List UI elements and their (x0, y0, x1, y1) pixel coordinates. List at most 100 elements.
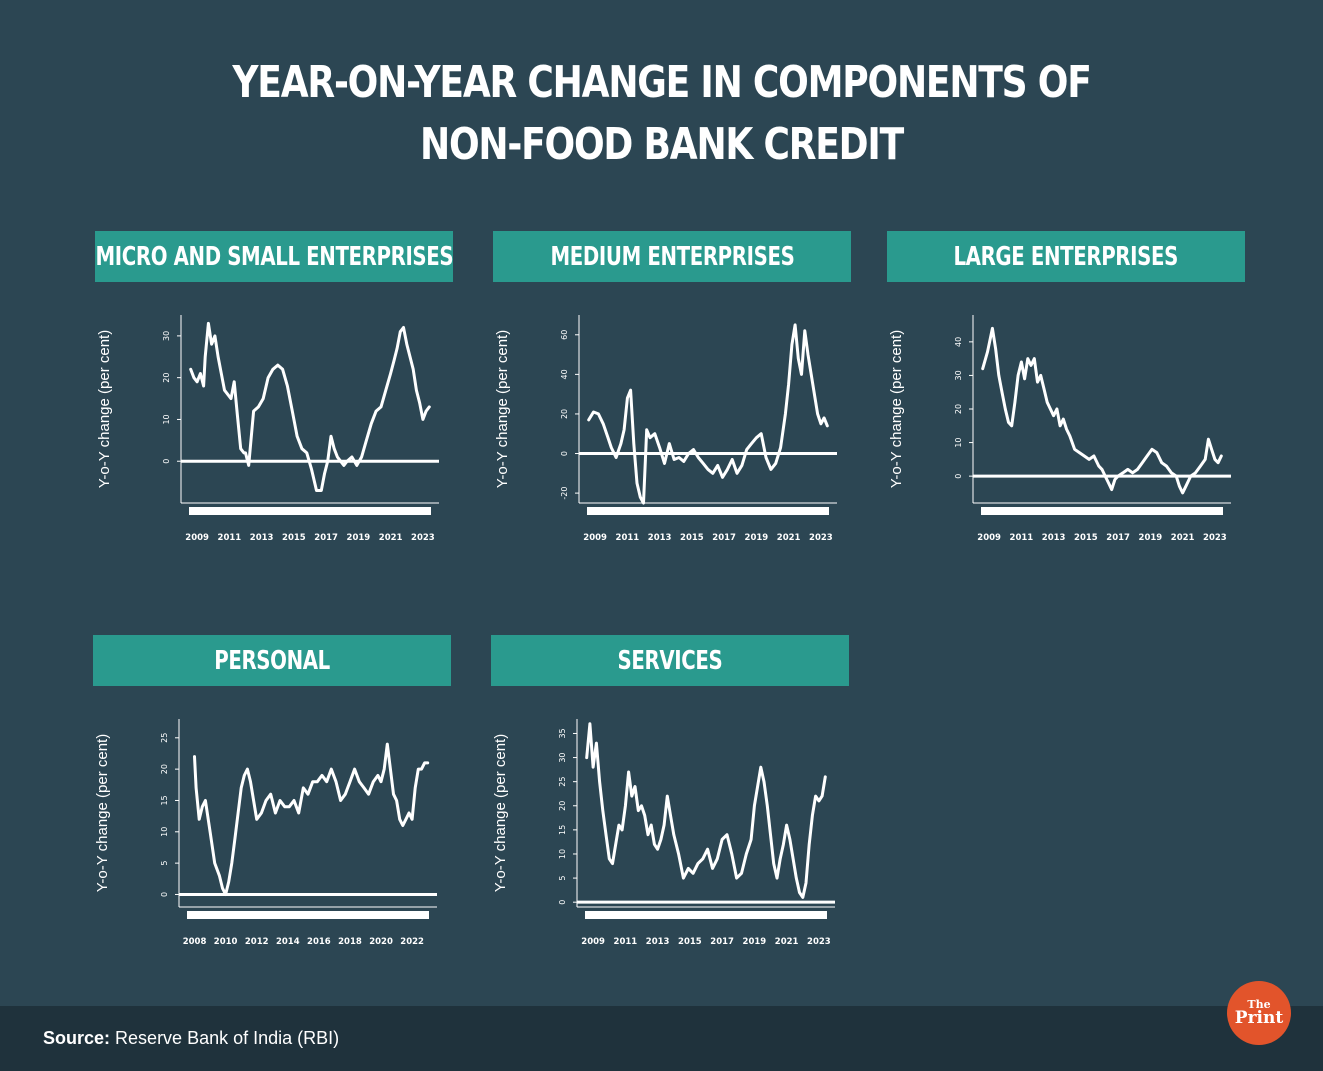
y-tick-label: 20 (160, 764, 169, 774)
x-tick-label: 2017 (710, 937, 734, 947)
title-line-2: NON-FOOD BANK CREDIT (420, 119, 904, 170)
series-line (587, 323, 829, 505)
x-tick-label: 2011 (218, 533, 242, 543)
y-axis-label: Y-o-Y change (per cent) (494, 330, 511, 488)
series-line (585, 722, 827, 899)
y-tick-label: 15 (160, 795, 169, 805)
y-tick-label: 10 (162, 414, 171, 424)
x-tick-label: 2015 (678, 937, 702, 947)
x-tick-label: 2016 (307, 937, 331, 947)
x-tick-label: 2017 (712, 533, 736, 543)
line-chart: Y-o-Y change (per cent) 0 10 20 30 40 2009 2011… (888, 315, 1231, 543)
x-tick-label: 2013 (1042, 533, 1066, 543)
panel-header: LARGE ENTERPRISES (887, 231, 1245, 282)
y-tick-label: 40 (954, 337, 963, 347)
x-axis-bar (585, 911, 827, 919)
y-tick-label: 0 (160, 892, 169, 897)
x-tick-label: 2009 (583, 533, 607, 543)
panel-micro-small: MICRO AND SMALL ENTERPRISES Y-o-Y change… (95, 231, 453, 551)
x-tick-label: 2023 (807, 937, 831, 947)
x-tick-label: 2012 (245, 937, 269, 947)
x-axis-bar (187, 911, 429, 919)
panel-header: PERSONAL (93, 635, 451, 686)
panel-title: SERVICES (617, 645, 723, 676)
y-tick-label: 20 (558, 801, 567, 811)
chart-title: YEAR-ON-YEAR CHANGE IN COMPONENTS OF NON-… (119, 52, 1204, 176)
y-tick-label: 30 (954, 370, 963, 380)
y-axis-label: Y-o-Y change (per cent) (888, 330, 905, 488)
x-tick-label: 2023 (411, 533, 435, 543)
x-tick-label: 2009 (977, 533, 1001, 543)
y-tick-label: 5 (160, 861, 169, 866)
panel-title: MICRO AND SMALL ENTERPRISES (95, 241, 453, 272)
y-tick-label: 5 (558, 876, 567, 881)
line-chart: Y-o-Y change (per cent) 0 5 10 15 20 25 30 35 200… (492, 719, 835, 947)
source-label: Source: (43, 1028, 111, 1048)
x-tick-label: 2023 (809, 533, 833, 543)
y-tick-label: -20 (560, 487, 569, 500)
y-tick-label: 10 (954, 437, 963, 447)
y-tick-label: 0 (954, 474, 963, 479)
y-tick-label: 0 (560, 451, 569, 456)
x-tick-label: 2013 (250, 533, 274, 543)
y-tick-label: 20 (954, 404, 963, 414)
line-chart: Y-o-Y change (per cent) 0 5 10 15 20 25 2008 201… (94, 719, 437, 947)
y-tick-label: 60 (560, 330, 569, 340)
x-tick-label: 2014 (276, 937, 300, 947)
panel-personal: PERSONAL Y-o-Y change (per cent) 0 5 10 15 20… (93, 635, 451, 955)
y-tick-label: 20 (560, 409, 569, 419)
x-tick-label: 2015 (1074, 533, 1098, 543)
x-tick-label: 2017 (1106, 533, 1130, 543)
x-axis-bar (587, 507, 829, 515)
x-tick-label: 2009 (581, 937, 605, 947)
x-tick-label: 2009 (185, 533, 209, 543)
y-tick-label: 20 (162, 373, 171, 383)
theprint-logo: The Print (1227, 981, 1291, 1045)
x-tick-label: 2022 (400, 937, 424, 947)
series-line (981, 326, 1223, 495)
x-tick-label: 2017 (314, 533, 338, 543)
y-axis-label: Y-o-Y change (per cent) (492, 734, 509, 892)
x-tick-label: 2011 (614, 937, 638, 947)
logo-print: Print (1234, 1008, 1284, 1028)
x-axis-bar (189, 507, 431, 515)
x-tick-label: 2011 (616, 533, 640, 543)
x-tick-label: 2020 (369, 937, 393, 947)
y-tick-label: 35 (558, 728, 567, 738)
x-tick-label: 2018 (338, 937, 362, 947)
x-tick-label: 2019 (1139, 533, 1163, 543)
panel-medium: MEDIUM ENTERPRISES Y-o-Y change (per cen… (493, 231, 851, 551)
series-line (193, 742, 430, 896)
x-tick-label: 2019 (347, 533, 371, 543)
y-tick-label: 15 (558, 825, 567, 835)
x-tick-label: 2021 (775, 937, 799, 947)
panel-title: LARGE ENTERPRISES (953, 241, 1179, 272)
footer: Source: Reserve Bank of India (RBI) (0, 1006, 1323, 1071)
panel-title: MEDIUM ENTERPRISES (550, 241, 794, 272)
logo-the: The (1247, 998, 1271, 1011)
panel-header: SERVICES (491, 635, 849, 686)
y-tick-label: 25 (558, 777, 567, 787)
x-tick-label: 2021 (777, 533, 801, 543)
title-line-1: YEAR-ON-YEAR CHANGE IN COMPONENTS OF (232, 57, 1091, 108)
source-note: Source: Reserve Bank of India (RBI) (43, 1028, 339, 1049)
x-tick-label: 2023 (1203, 533, 1227, 543)
x-tick-label: 2011 (1010, 533, 1034, 543)
x-tick-label: 2021 (379, 533, 403, 543)
series-line (189, 321, 431, 492)
x-tick-label: 2015 (282, 533, 306, 543)
line-chart: Y-o-Y change (per cent) -20 0 20 40 60 2009 201… (494, 315, 837, 543)
y-axis-label: Y-o-Y change (per cent) (96, 330, 113, 488)
line-chart: Y-o-Y change (per cent) 0 10 20 30 2009 2011 20… (96, 315, 439, 543)
panel-header: MICRO AND SMALL ENTERPRISES (95, 231, 453, 282)
panel-title: PERSONAL (214, 645, 330, 676)
y-axis-label: Y-o-Y change (per cent) (94, 734, 111, 892)
panel-header: MEDIUM ENTERPRISES (493, 231, 851, 282)
x-tick-label: 2010 (214, 937, 238, 947)
y-tick-label: 30 (558, 752, 567, 762)
y-tick-label: 30 (162, 331, 171, 341)
y-tick-label: 0 (558, 900, 567, 905)
x-tick-label: 2008 (183, 937, 207, 947)
y-tick-label: 10 (558, 849, 567, 859)
source-text: Reserve Bank of India (RBI) (115, 1028, 340, 1048)
